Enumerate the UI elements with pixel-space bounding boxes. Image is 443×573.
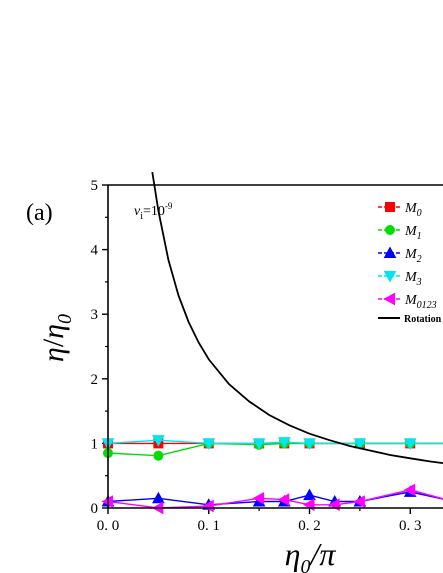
legend-label: M0123 <box>404 293 437 311</box>
y-axis-label: η/η0 <box>37 314 76 362</box>
legend-label-main: M <box>404 224 418 239</box>
y-axis-label-main2: η <box>37 324 70 339</box>
data-point <box>152 435 165 447</box>
legend-label: M1 <box>404 224 422 242</box>
data-point <box>403 483 416 497</box>
data-point <box>252 438 266 450</box>
y-tick-label: 1 <box>91 436 99 452</box>
y-axis-label-sep: / <box>37 338 70 347</box>
legend-entry: M1 <box>378 224 422 242</box>
legend-label-sub: 0 <box>417 208 422 219</box>
legend-label-sub: 0123 <box>417 300 437 311</box>
y-axis-label-main: η <box>37 347 70 362</box>
data-point <box>353 438 367 450</box>
series-5 <box>151 171 443 465</box>
series-line <box>107 439 443 445</box>
data-point <box>353 495 365 508</box>
y-tick-label: 5 <box>91 178 99 194</box>
legend-label: M2 <box>404 247 422 265</box>
data-point <box>403 438 417 450</box>
legend-label: Rotation <box>404 314 442 325</box>
plot-area <box>101 171 443 515</box>
x-tick-label: 0. 3 <box>399 518 422 534</box>
data-point <box>277 493 290 506</box>
y-tick-label: 2 <box>91 372 99 388</box>
legend-label-main: M <box>404 247 418 262</box>
series-3 <box>101 435 443 450</box>
x-axis-label-main: η <box>285 536 301 572</box>
x-axis-label-sub: 0 <box>300 556 310 573</box>
panel-label: (a) <box>26 200 53 226</box>
y-tick-label: 0 <box>91 501 99 517</box>
legend-label-main: M <box>404 270 418 285</box>
data-point <box>383 271 397 283</box>
y-tick-label: 3 <box>91 307 99 323</box>
data-point <box>383 292 395 306</box>
legend-label-main: M <box>404 201 418 216</box>
legend-label: M3 <box>404 270 422 288</box>
x-tick-label: 0. 0 <box>97 518 120 534</box>
legend-entry: M0123 <box>378 292 437 311</box>
data-point <box>385 225 395 235</box>
data-point <box>252 491 265 505</box>
legend-entry: M0 <box>378 201 422 219</box>
data-point <box>277 437 291 449</box>
legend-label-sub: 2 <box>417 254 422 265</box>
y-tick-label: 4 <box>91 243 99 259</box>
legend-entry: Rotation <box>378 314 442 325</box>
x-tick-label: 0. 1 <box>198 518 221 534</box>
x-axis-label-rest: /π <box>308 536 336 572</box>
legend-label-main: M <box>404 293 418 308</box>
annotation: vi=10-9 <box>134 201 173 222</box>
data-point <box>152 491 165 504</box>
annotation-sub: i <box>140 211 143 222</box>
y-axis-label-sub: 0 <box>54 314 76 324</box>
data-point <box>303 488 316 501</box>
legend-entry: M3 <box>378 270 422 288</box>
legend-entry: M2 <box>378 246 422 265</box>
annotation-sup: -9 <box>165 201 173 211</box>
data-point <box>202 499 214 513</box>
data-point <box>303 438 316 450</box>
data-point <box>385 202 395 212</box>
x-tick-label: 0. 2 <box>298 518 321 534</box>
annotation-base: v <box>134 204 141 219</box>
data-point <box>383 246 397 258</box>
series-line <box>151 171 443 465</box>
x-axis-label: η0/π <box>285 536 337 573</box>
legend-label-sub: 3 <box>416 277 422 288</box>
series-2 <box>101 485 443 510</box>
data-point <box>153 450 164 461</box>
data-point <box>202 438 216 450</box>
annotation-eq: =10 <box>143 204 165 219</box>
legend-label: M0 <box>404 201 422 219</box>
legend-label-sub: 1 <box>417 231 422 242</box>
